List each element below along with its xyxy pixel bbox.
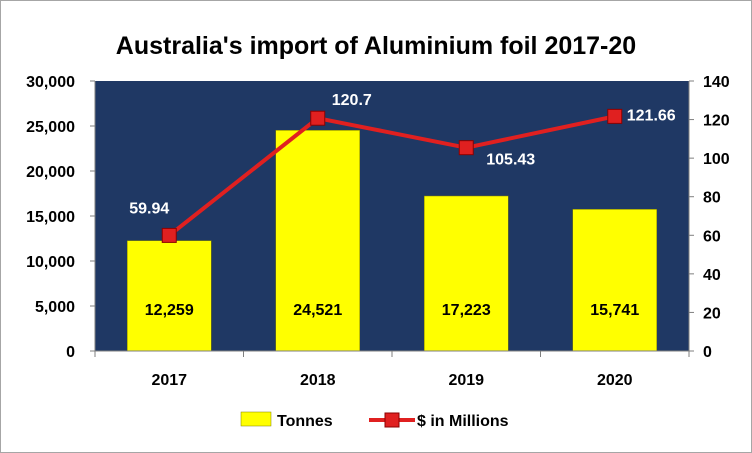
line-data-label: 120.7 [332, 92, 372, 109]
bar-2019 [424, 195, 509, 352]
legend-swatch-marker [384, 412, 400, 428]
y-left-tick-label: 5,000 [35, 299, 75, 316]
bar-2020 [572, 209, 657, 352]
bar-data-label: 15,741 [590, 302, 639, 319]
y-right-tick-label: 20 [703, 305, 721, 322]
x-tick-label: 2018 [300, 372, 336, 389]
y-left-tick-label: 20,000 [26, 164, 75, 181]
x-tick-label: 2019 [448, 372, 484, 389]
bar-data-label: 12,259 [145, 302, 194, 319]
y-right-tick-label: 80 [703, 190, 721, 207]
line-marker-2017 [161, 227, 177, 243]
y-left-tick-label: 0 [66, 344, 75, 361]
chart-title: Australia's import of Aluminium foil 201… [116, 32, 636, 60]
line-marker-2019 [458, 140, 474, 156]
legend-label-bar: Tonnes [277, 413, 333, 430]
x-tick-label: 2017 [151, 372, 187, 389]
y-left-tick-label: 15,000 [26, 209, 75, 226]
legend: Tonnes $ in Millions [240, 411, 509, 430]
y-right-tick-label: 40 [703, 267, 721, 284]
y-left-tick-label: 25,000 [26, 119, 75, 136]
line-marker-2018 [310, 110, 326, 126]
y-left-tick-label: 30,000 [26, 74, 75, 91]
bar-data-label: 17,223 [442, 302, 491, 319]
bar-2017 [127, 240, 212, 352]
bar-data-label: 24,521 [293, 302, 342, 319]
line-marker-2020 [607, 108, 623, 124]
y-left-tick-label: 10,000 [26, 254, 75, 271]
legend-label-line: $ in Millions [417, 413, 509, 430]
y-right-tick-label: 120 [703, 113, 730, 130]
line-data-label: 121.66 [627, 107, 676, 124]
line-data-label: 105.43 [486, 152, 535, 169]
y-right-tick-label: 0 [703, 344, 712, 361]
legend-swatch-bar [240, 411, 272, 427]
bar-2018 [275, 130, 360, 352]
line-series: 59.94 120.7 105.43 121.66 [129, 92, 676, 243]
axes: 0 5,000 10,000 15,000 20,000 25,000 30,000 0 20 4… [26, 74, 730, 389]
line-data-label: 59.94 [129, 200, 169, 217]
bar-series: 12,259 24,521 17,223 15,741 [127, 130, 657, 352]
y-right-tick-label: 60 [703, 228, 721, 245]
y-right-tick-label: 100 [703, 151, 730, 168]
x-tick-label: 2020 [597, 372, 633, 389]
y-right-tick-label: 140 [703, 74, 730, 91]
line-path [168, 114, 616, 237]
